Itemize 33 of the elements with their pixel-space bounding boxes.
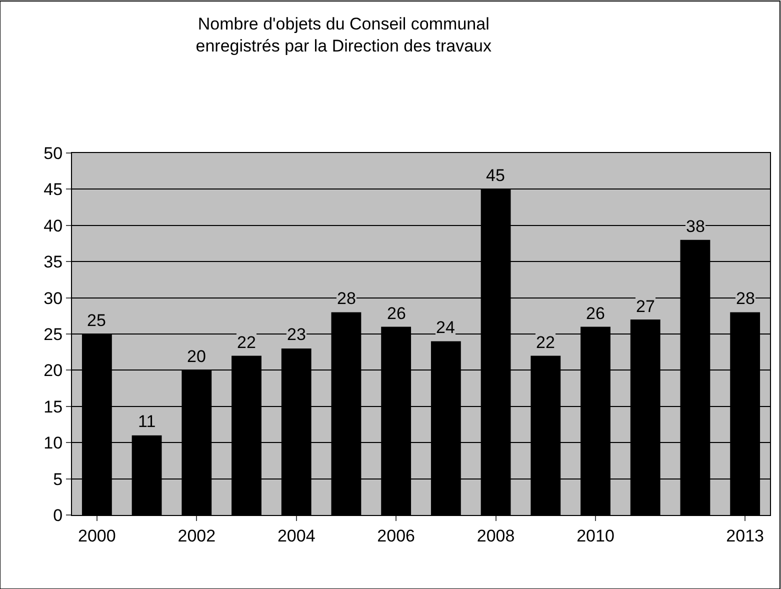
data-label: 11	[138, 412, 156, 431]
y-tick-label: 50	[44, 144, 63, 163]
data-label: 25	[87, 311, 106, 330]
chart-title: Nombre d'objets du Conseil communal enregistrés par la Direction des travaux	[196, 14, 492, 56]
data-label: 38	[686, 217, 705, 236]
data-label: 26	[586, 304, 605, 323]
y-tick-label: 45	[44, 180, 63, 200]
x-tick-label: 2010	[576, 526, 614, 546]
data-label: 20	[187, 347, 206, 366]
y-tick-label: 25	[44, 324, 63, 344]
data-label: 23	[287, 325, 306, 344]
y-tick-label: 10	[44, 434, 63, 453]
x-tick-label: 2013	[726, 526, 764, 546]
y-tick-label: 40	[44, 216, 63, 236]
x-tick-label: 2004	[277, 526, 316, 546]
y-tick-label: 0	[53, 506, 63, 525]
data-label: 24	[436, 318, 455, 337]
x-tick-label: 2000	[78, 526, 116, 546]
data-label: 27	[636, 297, 655, 316]
data-label: 26	[387, 304, 406, 323]
x-tick-label: 2002	[178, 526, 216, 546]
y-tick-label: 5	[53, 470, 63, 489]
data-label: 28	[337, 289, 356, 308]
y-tick-label: 30	[44, 288, 63, 308]
y-tick-label: 15	[44, 397, 63, 416]
y-tick-label: 20	[44, 361, 63, 380]
y-tick-label: 35	[44, 252, 63, 272]
data-label: 22	[237, 333, 256, 352]
data-label: 28	[736, 289, 755, 308]
data-label: 45	[486, 166, 505, 185]
x-tick-label: 2008	[476, 526, 515, 546]
data-label: 22	[536, 333, 555, 352]
x-tick-label: 2006	[377, 526, 415, 546]
